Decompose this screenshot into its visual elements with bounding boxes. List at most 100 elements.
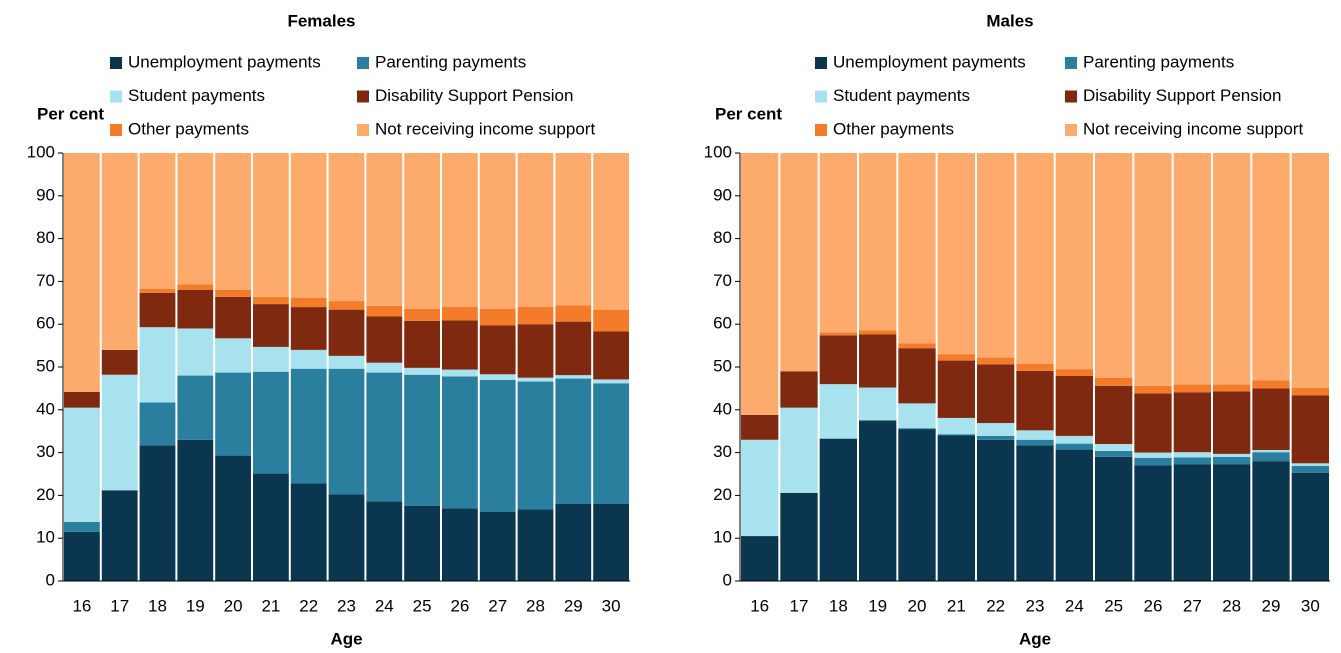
- bar-segment: [1016, 439, 1054, 446]
- bar-segment: [215, 372, 251, 456]
- chart-title: Females: [287, 11, 355, 30]
- x-tick-label: 20: [908, 596, 927, 615]
- bar-segment: [215, 296, 251, 339]
- bar-segment: [328, 153, 365, 302]
- bar-segment: [937, 354, 975, 361]
- y-tick-label: 50: [713, 356, 732, 375]
- bar-segment: [819, 332, 857, 336]
- bar-segment: [1291, 387, 1329, 396]
- bar-segment: [328, 355, 365, 369]
- bar-segment: [404, 367, 440, 375]
- bar-segment: [404, 374, 440, 506]
- legend-label: Disability Support Pension: [375, 86, 573, 105]
- legend-label: Other payments: [128, 119, 249, 138]
- bar-segment: [290, 483, 327, 581]
- bar-segment: [1213, 153, 1251, 385]
- bar-segment: [442, 508, 478, 581]
- x-tick-label: 26: [1144, 596, 1163, 615]
- bar-segment: [1252, 452, 1290, 462]
- bar-segment: [1213, 464, 1251, 581]
- bar-segment: [977, 435, 1015, 440]
- legend-label: Parenting payments: [375, 52, 526, 71]
- bar-segment: [139, 288, 176, 293]
- y-tick-label: 60: [713, 314, 732, 333]
- bar-segment: [101, 374, 138, 491]
- bar-segment: [1291, 395, 1329, 464]
- y-tick-label: 0: [723, 570, 732, 589]
- bar-segment: [1134, 393, 1172, 453]
- bar-segment: [1213, 391, 1251, 454]
- x-tick-label: 27: [1183, 596, 1202, 615]
- bar-segment: [741, 153, 779, 415]
- bar-segment: [819, 153, 857, 333]
- y-tick-label: 100: [704, 142, 732, 161]
- bar-segment: [177, 153, 214, 285]
- bar-segment: [1291, 463, 1329, 466]
- x-tick-label: 20: [224, 596, 243, 615]
- bar-segment: [139, 445, 176, 581]
- bar-segment: [290, 307, 327, 350]
- bar-segment: [555, 375, 592, 379]
- bar-segment: [780, 407, 818, 493]
- legend-swatch: [815, 124, 827, 136]
- x-axis-title: Age: [330, 629, 362, 648]
- bar-segment: [517, 381, 554, 510]
- bar-segment: [404, 308, 440, 321]
- y-tick-label: 30: [713, 442, 732, 461]
- x-axis-title: Age: [1019, 629, 1051, 648]
- bar-segment: [366, 362, 403, 373]
- bar-segment: [937, 153, 975, 355]
- x-tick-label: 24: [375, 596, 394, 615]
- bar-segment: [215, 153, 251, 290]
- x-tick-label: 16: [750, 596, 769, 615]
- x-tick-label: 24: [1065, 596, 1084, 615]
- bar-segment: [859, 334, 897, 388]
- legend-label: Not receiving income support: [375, 119, 595, 138]
- bar-segment: [1173, 457, 1211, 465]
- bar-segment: [139, 327, 176, 403]
- bar-segment: [479, 308, 516, 326]
- bar-segment: [328, 309, 365, 356]
- x-tick-label: 28: [526, 596, 545, 615]
- bar-segment: [517, 324, 554, 378]
- bar-segment: [1134, 457, 1172, 466]
- bar-segment: [593, 383, 629, 504]
- bar-segment: [101, 349, 138, 375]
- bar-segment: [177, 375, 214, 440]
- bar-segment: [1173, 392, 1211, 453]
- bar-segment: [555, 378, 592, 504]
- y-tick-label: 90: [713, 185, 732, 204]
- bar-segment: [215, 338, 251, 373]
- bar-segment: [479, 379, 516, 512]
- bar-segment: [741, 414, 779, 440]
- bar-segment: [937, 360, 975, 418]
- x-tick-label: 17: [110, 596, 129, 615]
- x-tick-label: 29: [564, 596, 583, 615]
- bar-segment: [290, 349, 327, 369]
- bar-segment: [442, 306, 478, 321]
- bar-segment: [1291, 153, 1329, 388]
- bar-segment: [1055, 375, 1093, 436]
- bar-segment: [555, 321, 592, 376]
- bar-segment: [442, 320, 478, 370]
- bar-segment: [555, 305, 592, 322]
- legend-label: Student payments: [833, 86, 970, 105]
- y-tick-label: 20: [713, 485, 732, 504]
- bar-segment: [1173, 384, 1211, 393]
- y-tick-label: 70: [713, 271, 732, 290]
- bar-segment: [593, 503, 629, 581]
- bar-segment: [555, 153, 592, 306]
- legend-label: Not receiving income support: [1083, 119, 1303, 138]
- bar-segment: [898, 153, 936, 344]
- bar-segment: [328, 301, 365, 310]
- bar-segment: [253, 346, 289, 372]
- bar-segment: [479, 374, 516, 380]
- legend-swatch: [110, 124, 122, 136]
- bar-segment: [1016, 430, 1054, 440]
- bar-segment: [1095, 450, 1133, 457]
- x-tick-label: 22: [299, 596, 318, 615]
- legend-label: Disability Support Pension: [1083, 86, 1281, 105]
- bar-segment: [64, 407, 100, 522]
- bar-segment: [1095, 444, 1133, 451]
- legend-label: Student payments: [128, 86, 265, 105]
